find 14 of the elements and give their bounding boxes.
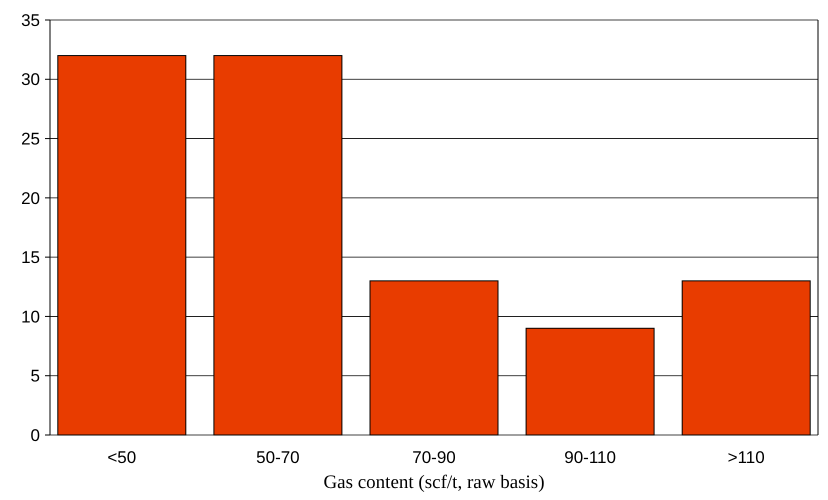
- x-tick-label: 70-90: [412, 448, 456, 467]
- y-tick-label: 0: [30, 426, 40, 445]
- y-tick-label: 25: [21, 130, 40, 149]
- x-tick-label: >110: [728, 448, 765, 467]
- x-tick-label: 50-70: [256, 448, 300, 467]
- x-axis-title: Gas content (scf/t, raw basis): [323, 472, 545, 493]
- y-tick-label: 5: [30, 366, 40, 386]
- x-tick-label: <50: [107, 448, 136, 467]
- y-tick-label: 35: [21, 10, 40, 30]
- y-tick-label: 15: [21, 248, 40, 268]
- y-tick-label: 20: [21, 188, 40, 208]
- x-tick-label: 90-110: [564, 448, 616, 467]
- y-tick-label: 30: [21, 70, 40, 90]
- y-tick-label: 10: [21, 307, 40, 326]
